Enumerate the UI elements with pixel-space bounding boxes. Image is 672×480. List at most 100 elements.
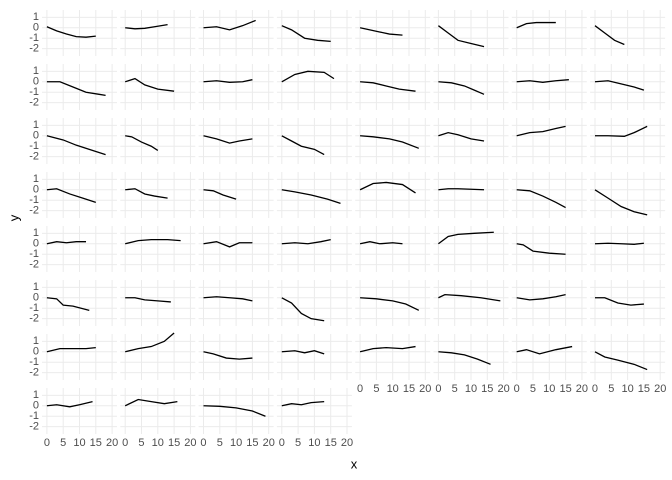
line <box>203 79 253 83</box>
line <box>438 131 485 142</box>
y-tick-label: 1 <box>33 389 39 401</box>
line <box>360 135 420 149</box>
line <box>203 296 253 302</box>
x-tick-label: 15 <box>403 383 415 395</box>
line <box>203 405 266 417</box>
x-tick-label: 0 <box>435 383 441 395</box>
y-tick-label: 0 <box>33 400 39 412</box>
y-tick-label: 0 <box>33 22 39 34</box>
y-tick-label: -1 <box>29 86 39 98</box>
x-tick-label: 5 <box>608 383 614 395</box>
line <box>594 80 645 91</box>
y-tick-label: 1 <box>33 119 39 131</box>
line <box>359 345 416 353</box>
line <box>594 351 648 371</box>
line <box>438 25 485 48</box>
x-tick-label: 20 <box>341 437 353 449</box>
y-tick-label: 0 <box>33 238 39 250</box>
x-tick-label: 5 <box>530 383 536 395</box>
line <box>359 181 416 194</box>
line <box>125 332 175 353</box>
x-tick-label: 15 <box>325 437 337 449</box>
y-tick-label: -2 <box>29 97 39 109</box>
line <box>46 241 87 245</box>
line <box>46 188 96 203</box>
y-tick-label: -1 <box>29 410 39 422</box>
line <box>438 81 485 95</box>
x-tick-label: 10 <box>387 383 399 395</box>
x-tick-label: 15 <box>246 437 258 449</box>
y-tick-label: -2 <box>29 205 39 217</box>
x-tick-label: 10 <box>621 383 633 395</box>
x-tick-label: 20 <box>106 437 118 449</box>
y-tick-label: 1 <box>33 11 39 23</box>
line <box>125 23 168 30</box>
line <box>281 238 331 245</box>
line <box>46 346 96 353</box>
x-tick-label: 10 <box>73 437 85 449</box>
x-tick-label: 5 <box>295 437 301 449</box>
line <box>46 81 106 97</box>
y-tick-label: 0 <box>33 184 39 196</box>
line <box>438 293 501 302</box>
line <box>46 297 90 311</box>
line <box>516 125 566 137</box>
line <box>203 19 256 31</box>
y-tick-label: -1 <box>29 356 39 368</box>
y-tick-label: 1 <box>33 335 39 347</box>
line <box>594 189 648 216</box>
y-tick-label: 1 <box>33 227 39 239</box>
x-tick-label: 20 <box>263 437 275 449</box>
line <box>125 188 168 199</box>
y-tick-label: 0 <box>33 292 39 304</box>
line <box>516 79 569 83</box>
x-tick-label: 5 <box>452 383 458 395</box>
line <box>516 21 556 29</box>
y-tick-label: -2 <box>29 421 39 433</box>
y-tick-label: 0 <box>33 346 39 358</box>
line <box>516 294 566 301</box>
y-tick-label: -1 <box>29 194 39 206</box>
x-axis-title: x <box>351 456 358 471</box>
line <box>281 25 331 43</box>
x-tick-label: 20 <box>497 383 509 395</box>
line <box>281 350 325 355</box>
line <box>281 70 335 83</box>
x-tick-label: 20 <box>184 437 196 449</box>
line <box>281 297 325 322</box>
line <box>359 241 403 245</box>
x-tick-label: 10 <box>152 437 164 449</box>
line <box>203 189 237 200</box>
line <box>281 400 325 407</box>
x-tick-label: 20 <box>576 383 588 395</box>
x-tick-label: 0 <box>44 437 50 449</box>
line <box>46 135 106 156</box>
x-tick-label: 5 <box>373 383 379 395</box>
line <box>46 400 93 408</box>
x-tick-label: 15 <box>559 383 571 395</box>
line <box>438 351 491 365</box>
line <box>594 297 644 306</box>
x-tick-label: 5 <box>60 437 66 449</box>
line <box>203 241 253 248</box>
y-tick-label: -2 <box>29 151 39 163</box>
x-tick-label: 5 <box>138 437 144 449</box>
line <box>438 188 485 191</box>
x-tick-label: 10 <box>465 383 477 395</box>
line <box>46 26 96 38</box>
y-axis-title: y <box>6 214 21 221</box>
x-tick-label: 20 <box>419 383 431 395</box>
y-tick-label: -2 <box>29 313 39 325</box>
line <box>203 351 253 360</box>
y-tick-label: -1 <box>29 302 39 314</box>
line <box>359 27 403 36</box>
y-tick-label: 1 <box>33 65 39 77</box>
line <box>125 238 181 245</box>
x-tick-label: 15 <box>168 437 180 449</box>
y-tick-label: -1 <box>29 248 39 260</box>
line <box>360 81 416 92</box>
line <box>203 135 253 144</box>
x-tick-label: 10 <box>543 383 555 395</box>
x-tick-label: 0 <box>279 437 285 449</box>
x-tick-label: 20 <box>654 383 666 395</box>
